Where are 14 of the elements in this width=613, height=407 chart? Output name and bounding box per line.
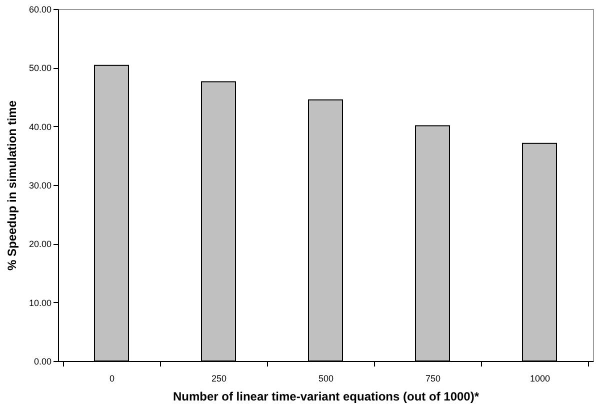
y-tick-label: 40.00: [28, 122, 52, 132]
x-tick-label: 1000: [530, 374, 550, 384]
y-tick-label: 50.00: [28, 63, 52, 74]
y-tick-label: 30.00: [28, 180, 52, 190]
x-tick-label: 500: [318, 374, 334, 384]
x-tick-label: 250: [211, 374, 227, 384]
x-tick-label: 750: [425, 374, 441, 384]
x-axis-title: Number of linear time-variant equations (out of 1000)*: [172, 390, 480, 404]
y-axis-title: % Speedup in simulation time: [4, 100, 19, 271]
y-tick-label: 0.00: [34, 356, 52, 366]
y-tick-label: 10.00: [28, 298, 52, 308]
x-tick-label: 0: [109, 374, 115, 384]
y-tick-label: 60.00: [28, 4, 52, 14]
y-tick-label: 20.00: [28, 239, 52, 250]
